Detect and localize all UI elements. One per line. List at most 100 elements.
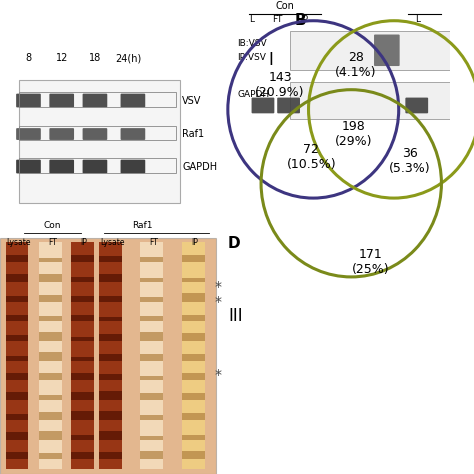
Text: L: L	[249, 15, 254, 24]
Text: *: *	[215, 294, 222, 309]
FancyBboxPatch shape	[82, 128, 107, 140]
Bar	[71, 374, 94, 381]
Bar	[39, 332, 62, 341]
Bar	[140, 332, 163, 341]
Bar	[140, 354, 163, 361]
Bar	[71, 315, 94, 321]
Text: IP: IP	[80, 237, 87, 246]
Bar	[71, 452, 94, 459]
Bar	[39, 412, 62, 420]
FancyBboxPatch shape	[82, 94, 107, 108]
Bar	[99, 391, 121, 400]
Bar	[19, 80, 181, 203]
Bar	[39, 352, 62, 361]
Text: 72
(10.5%): 72 (10.5%)	[287, 143, 336, 171]
Text: D: D	[228, 236, 240, 251]
Text: 12: 12	[55, 53, 68, 63]
FancyBboxPatch shape	[16, 128, 41, 140]
Bar	[182, 292, 205, 301]
FancyBboxPatch shape	[16, 160, 41, 173]
FancyBboxPatch shape	[120, 128, 145, 140]
Text: VSV: VSV	[182, 96, 201, 106]
FancyBboxPatch shape	[120, 94, 145, 108]
Text: Lysate: Lysate	[7, 237, 31, 246]
Text: IP: IP	[300, 15, 308, 24]
Text: 36
(5.3%): 36 (5.3%)	[389, 146, 431, 174]
FancyBboxPatch shape	[49, 160, 74, 173]
FancyBboxPatch shape	[374, 35, 400, 66]
Text: I: I	[268, 51, 273, 69]
Text: 171
(25%): 171 (25%)	[351, 248, 389, 276]
Text: 8: 8	[26, 53, 32, 63]
Text: IP:VSV: IP:VSV	[237, 53, 266, 62]
Text: Lysate: Lysate	[100, 237, 124, 246]
FancyBboxPatch shape	[405, 98, 428, 113]
FancyBboxPatch shape	[252, 98, 274, 113]
Bar	[71, 277, 94, 282]
Bar	[6, 373, 28, 381]
Bar	[6, 255, 28, 262]
Bar	[99, 411, 121, 420]
Bar	[6, 315, 28, 321]
Bar	[99, 296, 121, 301]
Text: IB:VSV: IB:VSV	[237, 39, 267, 48]
FancyBboxPatch shape	[82, 160, 107, 173]
Bar	[71, 242, 94, 469]
Bar	[182, 354, 205, 361]
Bar	[140, 297, 163, 301]
Text: FT: FT	[48, 237, 57, 246]
Bar	[19, 126, 176, 140]
FancyBboxPatch shape	[49, 128, 74, 140]
Text: Con: Con	[44, 220, 61, 229]
Bar	[99, 317, 121, 321]
Bar	[71, 357, 94, 361]
Text: L: L	[415, 15, 420, 24]
Text: FT: FT	[149, 237, 158, 246]
Bar	[6, 414, 28, 420]
Bar	[182, 315, 205, 321]
Bar	[140, 415, 163, 420]
Text: Raf1: Raf1	[132, 220, 153, 229]
Bar	[39, 374, 62, 381]
Text: 198
(29%): 198 (29%)	[334, 120, 372, 148]
Bar	[39, 258, 62, 262]
FancyBboxPatch shape	[120, 160, 145, 173]
Bar	[19, 91, 176, 108]
Bar	[291, 82, 474, 119]
Bar	[182, 278, 205, 282]
Text: 18: 18	[89, 53, 101, 63]
Bar	[99, 274, 121, 282]
FancyBboxPatch shape	[277, 98, 300, 113]
Bar	[19, 158, 176, 173]
Bar	[0, 237, 217, 474]
Bar	[182, 374, 205, 381]
Text: 143
(20.9%): 143 (20.9%)	[255, 71, 305, 99]
Bar	[140, 316, 163, 321]
Bar	[140, 257, 163, 262]
Bar	[140, 278, 163, 282]
Bar	[182, 451, 205, 459]
Text: Con: Con	[275, 1, 294, 11]
FancyBboxPatch shape	[16, 94, 41, 108]
Bar	[39, 242, 62, 469]
Bar	[39, 274, 62, 282]
Text: 28
(4.1%): 28 (4.1%)	[335, 51, 377, 79]
Bar	[71, 392, 94, 400]
Bar	[6, 356, 28, 361]
Bar	[291, 30, 474, 70]
Bar	[71, 435, 94, 439]
Bar	[39, 395, 62, 400]
Bar	[6, 242, 28, 469]
Bar	[39, 431, 62, 439]
Bar	[6, 274, 28, 282]
Bar	[140, 393, 163, 400]
Bar	[71, 255, 94, 262]
Bar	[6, 432, 28, 439]
Bar	[182, 255, 205, 262]
Text: *: *	[215, 368, 222, 383]
Bar	[39, 453, 62, 459]
Text: IP: IP	[191, 237, 198, 246]
Bar	[182, 242, 205, 469]
Bar	[140, 376, 163, 381]
Bar	[99, 242, 121, 469]
